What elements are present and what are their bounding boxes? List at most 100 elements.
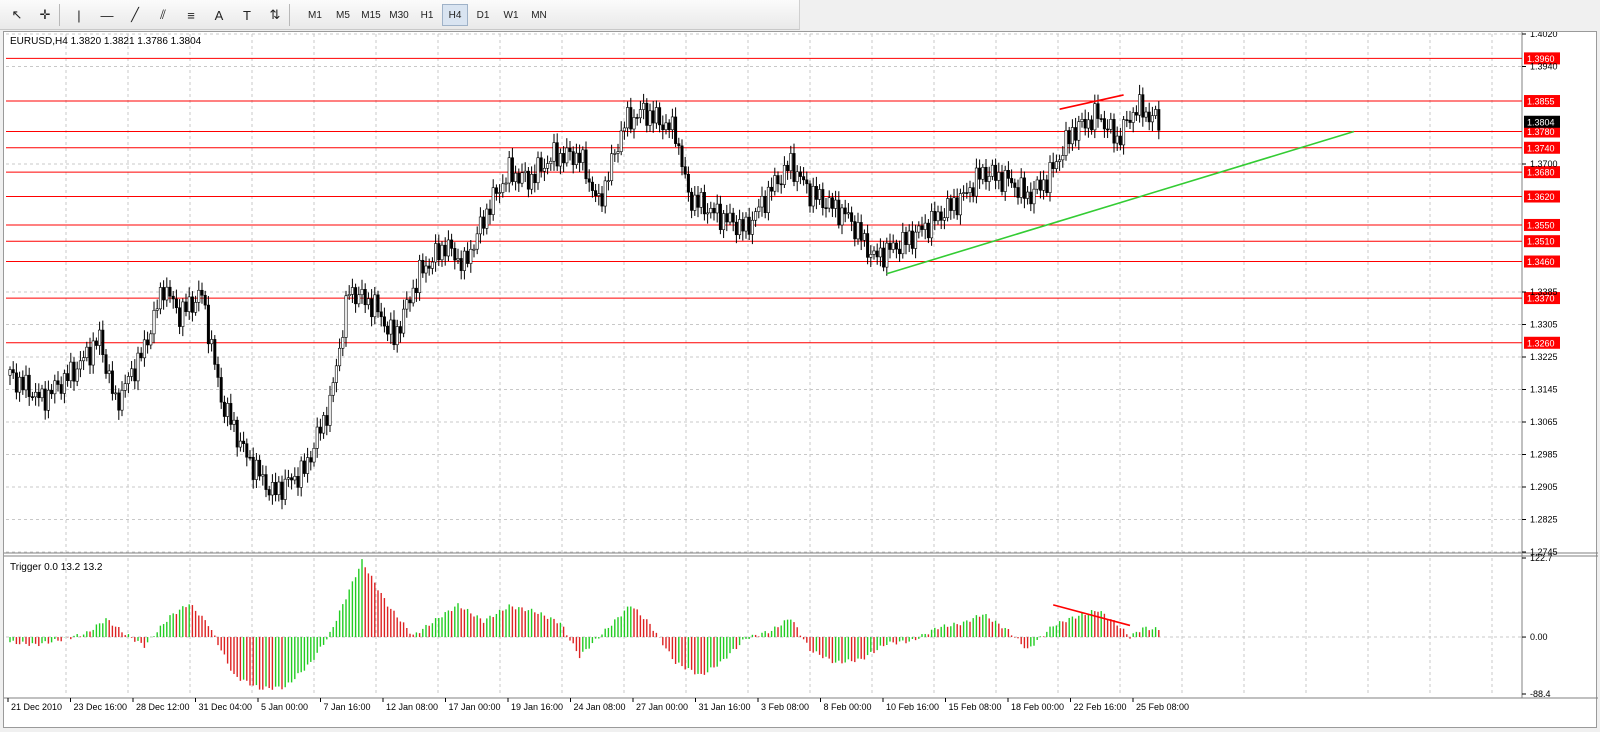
price-axis-label: 1.2985	[1530, 449, 1558, 459]
candle-body	[690, 191, 694, 211]
timeframe-m1-button[interactable]: M1	[308, 9, 322, 21]
candle-body	[222, 401, 226, 417]
horizontal-line-icon[interactable]: —	[100, 7, 114, 23]
candle-body	[782, 165, 786, 185]
candle-body	[926, 222, 930, 239]
time-axis-label: 15 Feb 08:00	[949, 702, 1002, 712]
candle-body	[18, 376, 22, 393]
candle-body	[654, 107, 658, 124]
candle-body	[158, 287, 162, 310]
candle-body	[693, 194, 697, 211]
level-price-tag	[1524, 218, 1560, 231]
candle-body	[165, 286, 169, 301]
time-axis-label: 12 Jan 08:00	[386, 702, 438, 712]
candle-body	[382, 316, 386, 327]
candle-body	[101, 329, 105, 355]
candle-body	[254, 459, 258, 480]
candle-body	[469, 248, 473, 264]
timeframe-mn-button[interactable]: MN	[531, 9, 547, 21]
candle-body	[789, 153, 793, 172]
candle-body	[75, 368, 79, 382]
candle-body	[907, 230, 911, 245]
timeframe-h4-button[interactable]: H4	[442, 4, 468, 26]
candle-body	[210, 339, 214, 345]
candle-body	[984, 167, 988, 182]
candle-body	[699, 192, 703, 208]
chart-canvas[interactable]: 1.3960 1.3855 1.3780 1.3740 1.3680 1.3620 1.35…	[4, 32, 1598, 729]
level-price-tag	[1524, 141, 1560, 154]
candle-body	[1157, 109, 1161, 131]
candle-body	[754, 211, 758, 221]
candle-body	[571, 151, 575, 165]
crosshair-icon[interactable]: ✛	[39, 7, 51, 22]
time-axis-label: 19 Jan 16:00	[511, 702, 563, 712]
candle-body	[1109, 119, 1113, 130]
candle-body	[475, 233, 479, 250]
candle-body	[968, 187, 972, 193]
candle-body	[539, 157, 543, 172]
candle-body	[824, 207, 828, 209]
text-label-icon[interactable]: T	[243, 7, 251, 23]
candle-body	[194, 302, 198, 313]
candle-body	[622, 127, 626, 132]
level-price-label: 1.3460	[1527, 257, 1555, 267]
candle-body	[482, 216, 486, 229]
candle-body	[66, 373, 70, 382]
candle-body	[174, 298, 178, 309]
candle-body	[1074, 127, 1078, 141]
candle-body	[744, 216, 748, 232]
candle-body	[1150, 115, 1154, 123]
candle-body	[216, 364, 220, 378]
level-price-label: 1.3740	[1527, 143, 1555, 153]
cursor-arrow-icon[interactable]: ↖	[11, 7, 23, 22]
candle-body	[779, 183, 783, 186]
candle-body	[1128, 119, 1132, 123]
candle-body	[830, 197, 834, 209]
candle-body	[357, 294, 361, 305]
candle-body	[85, 346, 89, 358]
candle-body	[536, 157, 540, 184]
time-axis-label: 31 Jan 16:00	[699, 702, 751, 712]
candle-body	[1134, 112, 1138, 116]
candle-body	[562, 153, 566, 164]
candle-body	[312, 448, 316, 463]
candle-body	[1035, 179, 1039, 190]
candle-body	[846, 212, 850, 215]
timeframe-d1-button[interactable]: D1	[476, 9, 490, 21]
timeframe-m5-button[interactable]: M5	[336, 9, 350, 21]
candle-body	[491, 187, 495, 215]
candle-body	[530, 173, 534, 190]
timeframe-m15-button[interactable]: M15	[361, 9, 381, 21]
fibonacci-retracement-icon[interactable]: ≡	[187, 7, 195, 23]
candle-body	[43, 388, 47, 411]
candle-body	[1141, 94, 1145, 118]
chart-window[interactable]: 1.3960 1.3855 1.3780 1.3740 1.3680 1.3620 1.35…	[3, 31, 1598, 729]
text-icon[interactable]: A	[214, 7, 224, 23]
time-axis-label: 31 Dec 04:00	[199, 702, 253, 712]
vertical-line-icon[interactable]: |	[77, 7, 81, 23]
candle-body	[722, 213, 726, 230]
equidistant-channel-icon[interactable]: ⫽	[160, 7, 166, 22]
level-price-label: 1.3260	[1527, 338, 1555, 348]
candle-body	[418, 259, 422, 293]
candle-body	[718, 203, 722, 230]
arrows-icon[interactable]: ⇅	[269, 7, 281, 22]
candle-body	[750, 219, 754, 235]
candle-body	[258, 459, 262, 477]
candle-body	[994, 164, 998, 181]
candle-body	[661, 124, 665, 131]
candle-body	[283, 478, 287, 500]
timeframe-m30-button[interactable]: M30	[389, 9, 409, 21]
price-axis-label: 1.3305	[1530, 319, 1558, 329]
candle-body	[600, 193, 604, 207]
candle-body	[581, 149, 585, 163]
candle-body	[549, 160, 553, 164]
timeframe-h1-button[interactable]: H1	[420, 9, 434, 21]
trendline-icon[interactable]: ╱	[131, 7, 139, 22]
candle-body	[213, 339, 217, 365]
candle-body	[104, 354, 108, 374]
candle-body	[603, 180, 607, 207]
timeframe-w1-button[interactable]: W1	[503, 9, 519, 21]
candle-body	[1022, 177, 1026, 199]
candle-body	[302, 460, 306, 474]
